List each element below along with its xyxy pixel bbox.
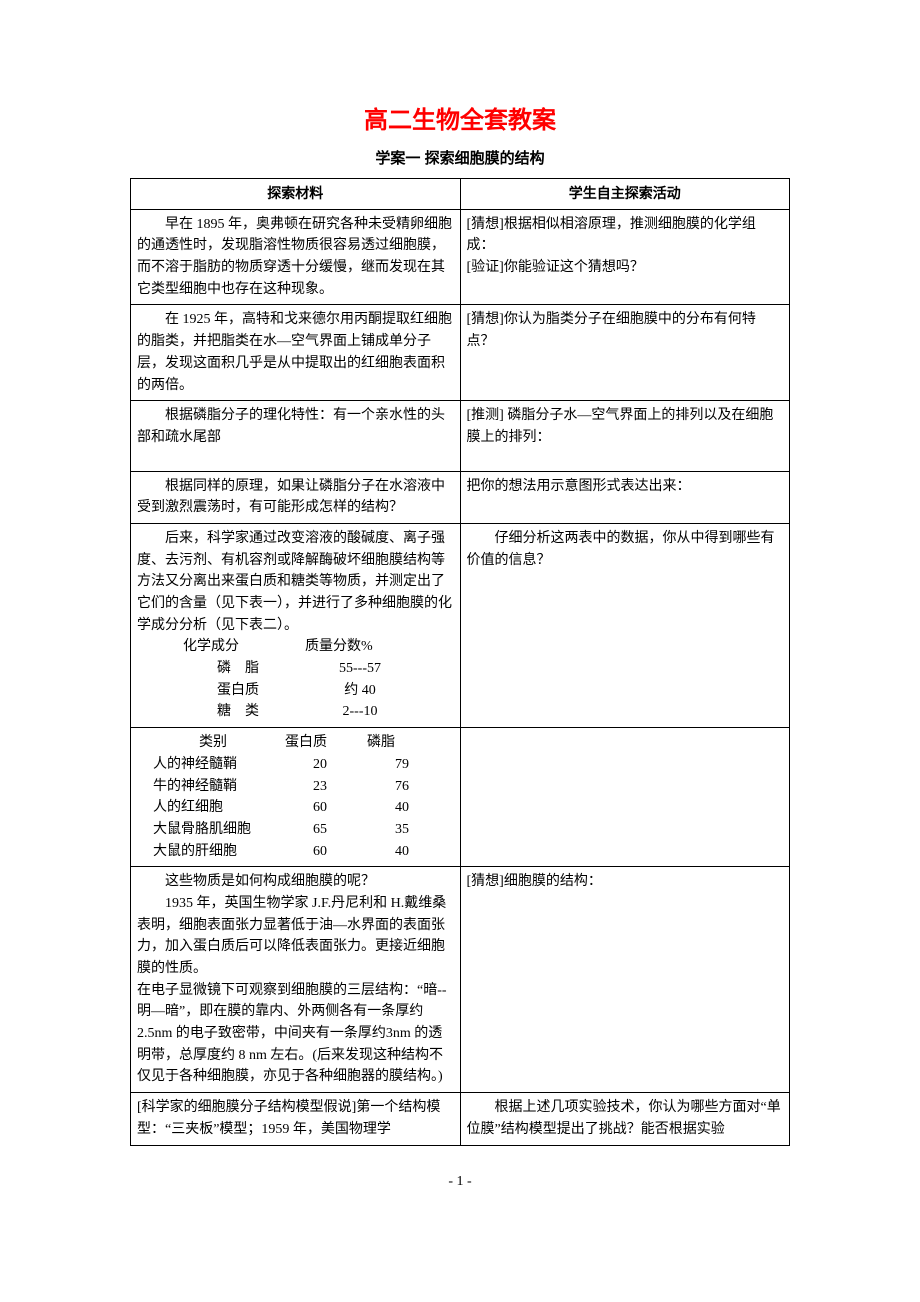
row3-right: [推测] 磷脂分子水—空气界面上的排列以及在细胞膜上的排列： [467,405,784,448]
t2-r3c3: 40 [361,797,443,819]
composition-table-2: 类别 蛋白质 磷脂 人的神经髓鞘2079 牛的神经髓鞘2376 人的红细胞604… [147,732,443,862]
analysis-intro: 后来，科学家通过改变溶液的酸碱度、离子强度、去污剂、有机容剂或降解酶破坏细胞膜结… [137,528,454,636]
t1-r2c1: 蛋白质 [177,680,299,702]
table-row: 根据磷脂分子的理化特性：有一个亲水性的头部和疏水尾部 [推测] 磷脂分子水—空气… [131,401,790,471]
t2-r3c1: 人的红细胞 [147,797,279,819]
t2-r1c1: 人的神经髓鞘 [147,754,279,776]
t2-r5c1: 大鼠的肝细胞 [147,841,279,863]
structure-p2: 在电子显微镜下可观察到细胞膜的三层结构：“暗--明—暗”，即在膜的靠内、外两侧各… [137,980,454,1088]
table-row: 根据同样的原理，如果让磷脂分子在水溶液中受到激烈震荡时，有可能形成怎样的结构？ … [131,471,790,523]
composition-table-1: 化学成分 质量分数% 磷 脂55---57 蛋白质约 40 糖 类2---10 [177,636,421,723]
t2-r1c2: 20 [279,754,361,776]
structure-q: 这些物质是如何构成细胞膜的呢？ [137,871,454,893]
table-row: 在 1925 年，高特和戈来德尔用丙酮提取红细胞的脂类，并把脂类在水—空气界面上… [131,305,790,401]
page-footer: - 1 - [130,1174,790,1190]
t2-head-c1: 类别 [147,732,279,754]
t2-r4c1: 大鼠骨胳肌细胞 [147,819,279,841]
row2-right: [猜想]你认为脂类分子在细胞膜中的分布有何特点？ [467,309,784,352]
header-right: 学生自主探索活动 [460,179,790,210]
t2-r4c2: 65 [279,819,361,841]
table-row: 这些物质是如何构成细胞膜的呢？ 1935 年，英国生物学家 J.F.丹尼利和 H… [131,867,790,1093]
table-header-row: 探索材料 学生自主探索活动 [131,179,790,210]
subtitle: 学案一 探索细胞膜的结构 [130,147,790,168]
t2-head-c2: 蛋白质 [279,732,361,754]
row1-right-line2: [验证]你能验证这个猜想吗？ [467,257,784,279]
t2-r2c1: 牛的神经髓鞘 [147,776,279,798]
t1-r1c2: 55---57 [299,658,421,680]
row4-right: 把你的想法用示意图形式表达出来： [467,476,784,498]
t1-r3c1: 糖 类 [177,701,299,723]
t2-r2c3: 76 [361,776,443,798]
table-row: 后来，科学家通过改变溶液的酸碱度、离子强度、去污剂、有机容剂或降解酶破坏细胞膜结… [131,523,790,727]
t1-head-c2: 质量分数% [299,636,421,658]
t2-head-c3: 磷脂 [361,732,443,754]
structure-p1: 1935 年，英国生物学家 J.F.丹尼利和 H.戴维桑表明，细胞表面张力显著低… [137,893,454,980]
row1-left: 早在 1895 年，奥弗顿在研究各种未受精卵细胞的通透性时，发现脂溶性物质很容易… [137,214,454,301]
main-title: 高二生物全套教案 [130,100,790,135]
t1-r3c2: 2---10 [299,701,421,723]
table-row: 类别 蛋白质 磷脂 人的神经髓鞘2079 牛的神经髓鞘2376 人的红细胞604… [131,728,790,867]
t2-r1c3: 79 [361,754,443,776]
t2-r4c3: 35 [361,819,443,841]
header-left: 探索材料 [131,179,461,210]
model-right: 根据上述几项实验技术，你认为哪些方面对“单位膜”结构模型提出了挑战？能否根据实验 [467,1097,784,1140]
t1-r2c2: 约 40 [299,680,421,702]
row3-left: 根据磷脂分子的理化特性：有一个亲水性的头部和疏水尾部 [137,405,454,448]
table-row: [科学家的细胞膜分子结构模型假说]第一个结构模型：“三夹板”模型；1959 年，… [131,1093,790,1145]
t2-r5c2: 60 [279,841,361,863]
t2-r3c2: 60 [279,797,361,819]
t2-r5c3: 40 [361,841,443,863]
row4-left: 根据同样的原理，如果让磷脂分子在水溶液中受到激烈震荡时，有可能形成怎样的结构？ [137,476,454,519]
page: 高二生物全套教案 学案一 探索细胞膜的结构 探索材料 学生自主探索活动 早在 1… [0,0,920,1220]
row1-right-line1: [猜想]根据相似相溶原理，推测细胞膜的化学组成： [467,214,784,257]
row2-left: 在 1925 年，高特和戈来德尔用丙酮提取红细胞的脂类，并把脂类在水—空气界面上… [137,309,454,396]
structure-right: [猜想]细胞膜的结构： [467,871,784,893]
t1-head-c1: 化学成分 [177,636,299,658]
t1-r1c1: 磷 脂 [177,658,299,680]
main-table: 探索材料 学生自主探索活动 早在 1895 年，奥弗顿在研究各种未受精卵细胞的通… [130,178,790,1146]
model-left: [科学家的细胞膜分子结构模型假说]第一个结构模型：“三夹板”模型；1959 年，… [137,1097,454,1140]
table-row: 早在 1895 年，奥弗顿在研究各种未受精卵细胞的通透性时，发现脂溶性物质很容易… [131,209,790,305]
t2-r2c2: 23 [279,776,361,798]
analysis-right: 仔细分析这两表中的数据，你从中得到哪些有价值的信息？ [467,528,784,571]
